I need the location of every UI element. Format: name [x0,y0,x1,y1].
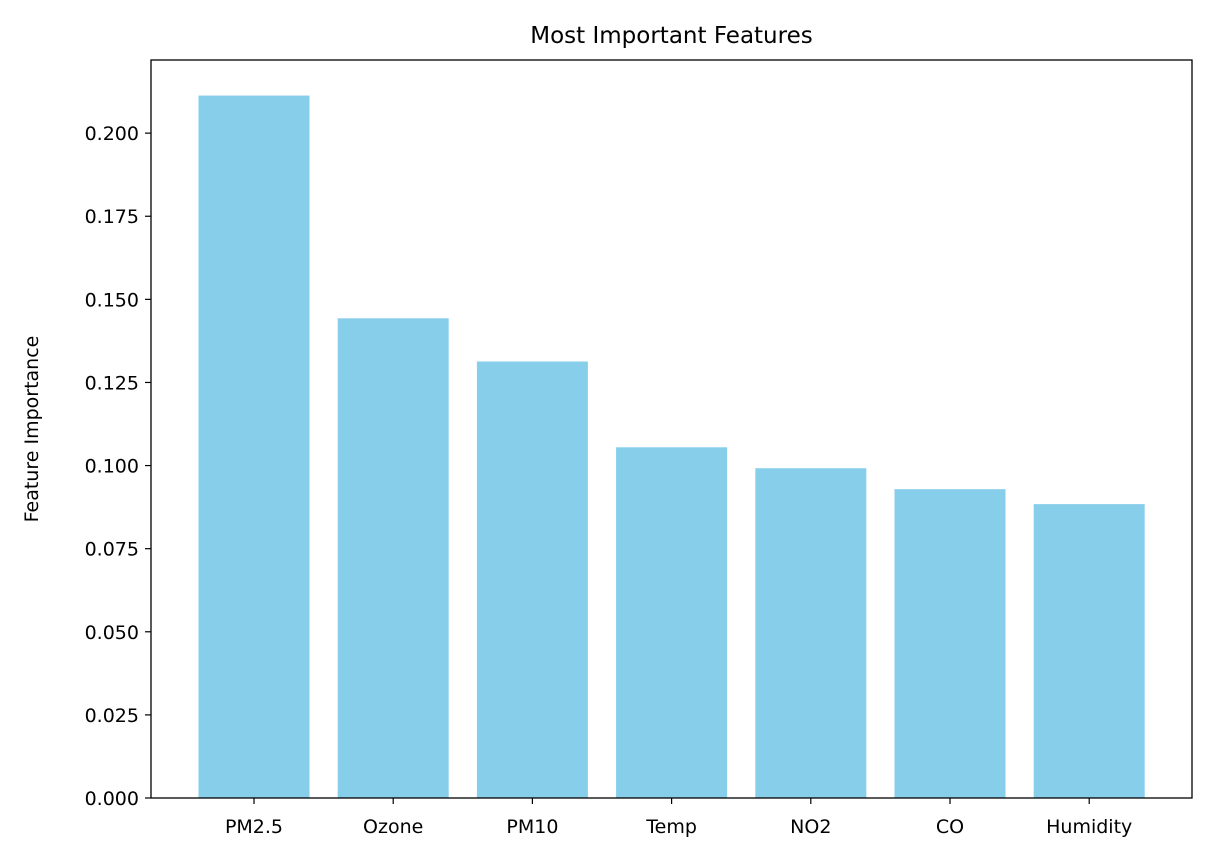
x-tick-label: Temp [645,816,697,838]
y-tick-label: 0.175 [85,206,139,228]
y-axis-ticks: 0.000 0.025 0.050 0.075 0.100 0.125 0.150 0.175… [85,123,151,810]
plot-frame [150,59,1193,799]
x-tick-label: NO2 [790,816,831,838]
bar-co [894,489,1006,798]
x-tick-label: Ozone [363,816,423,838]
bar-no2 [755,468,867,798]
bars-layer [198,95,1145,799]
y-tick-label: 0.150 [85,289,139,311]
y-tick-label: 0.100 [85,456,139,478]
x-tick-label: CO [936,816,964,838]
y-tick-label: 0.025 [85,705,139,727]
bar-pm10 [476,361,588,798]
x-axis-ticks: PM2.5 Ozone PM10 Temp NO2 CO Humidity [225,798,1132,838]
chart-title: Most Important Features [530,23,812,49]
bar-ozone [337,318,449,798]
bar-humidity [1033,504,1145,798]
y-tick-label: 0.050 [85,622,139,644]
x-tick-label: PM2.5 [225,816,283,838]
bar-temp [616,447,728,798]
bar-pm2-5 [198,95,310,799]
x-tick-label: Humidity [1046,816,1132,838]
y-tick-label: 0.075 [85,539,139,561]
y-tick-label: 0.200 [85,123,139,145]
y-axis-label: Feature Importance [21,336,43,523]
y-tick-label: 0.000 [85,788,139,810]
x-tick-label: PM10 [506,816,558,838]
y-tick-label: 0.125 [85,372,139,394]
